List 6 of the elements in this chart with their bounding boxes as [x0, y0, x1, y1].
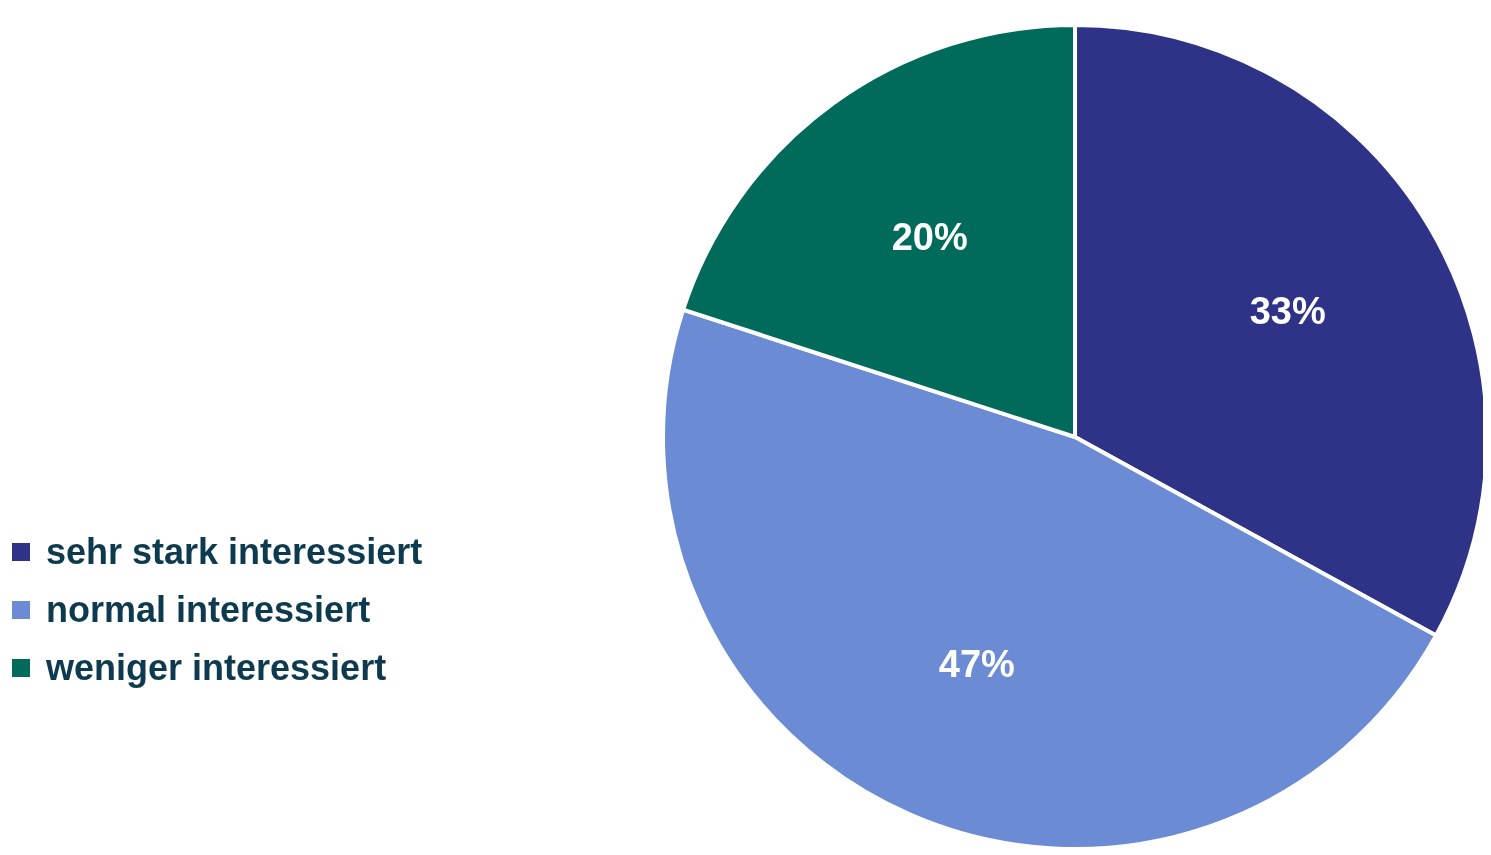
data-label: 33%	[1249, 290, 1326, 333]
data-label: 47%	[938, 642, 1015, 685]
legend-label: normal interessiert	[46, 588, 371, 632]
data-label: 20%	[891, 216, 968, 259]
legend-label: sehr stark interessiert	[46, 530, 423, 574]
legend-label: weniger interessiert	[46, 646, 387, 690]
